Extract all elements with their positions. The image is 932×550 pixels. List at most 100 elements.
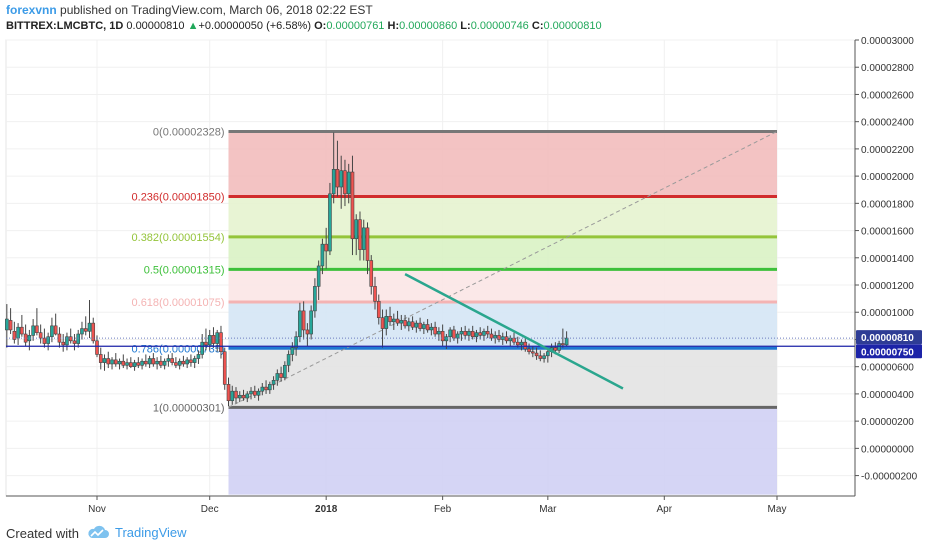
candle-body xyxy=(316,265,321,287)
fib-diagonal-line xyxy=(228,131,778,408)
candle xyxy=(339,155,343,209)
candle xyxy=(346,163,351,204)
candle xyxy=(181,355,186,367)
candle xyxy=(211,327,216,348)
candle-body xyxy=(42,337,47,344)
candle xyxy=(384,309,389,336)
candle-body xyxy=(98,354,103,363)
price-tick-label: 0.00001800 xyxy=(861,199,914,210)
candle-body xyxy=(132,362,137,367)
candle xyxy=(376,294,381,325)
candle-body xyxy=(38,332,43,339)
candle-body xyxy=(106,358,111,365)
candle-body xyxy=(361,227,366,250)
candle xyxy=(98,347,103,370)
candle-body xyxy=(523,341,528,350)
candle xyxy=(264,380,268,394)
candle-body xyxy=(448,329,452,338)
candle xyxy=(305,323,310,347)
candle-body xyxy=(117,360,122,365)
price-tick-label: 0.00003000 xyxy=(861,36,914,47)
candle-body xyxy=(76,333,81,344)
price-tick-label: 0.00001600 xyxy=(861,227,914,238)
candle xyxy=(249,387,253,400)
candle-body xyxy=(252,390,257,396)
footer: Created with TradingView xyxy=(0,518,932,550)
price-tick-label: 0.00002600 xyxy=(861,90,914,101)
candle xyxy=(87,299,92,339)
candle xyxy=(350,155,355,256)
high-label: H: xyxy=(387,20,400,32)
fib-label-0.618: 0.618(0.00001075) xyxy=(132,297,225,309)
candle xyxy=(485,325,490,339)
candle-body xyxy=(391,318,396,323)
candle xyxy=(459,327,464,341)
candle xyxy=(125,358,129,370)
tradingview-brand[interactable]: TradingView xyxy=(86,524,187,540)
candle-body xyxy=(410,321,415,328)
candle xyxy=(309,305,313,340)
fib-label-1: 1(0.00000301) xyxy=(153,402,225,414)
fib-label-0.236: 0.236(0.00001850) xyxy=(132,192,225,204)
candle xyxy=(380,309,385,348)
candle-body xyxy=(226,384,231,402)
candle xyxy=(425,319,430,333)
candle-body xyxy=(354,219,359,240)
candle xyxy=(414,320,419,333)
candle xyxy=(189,354,193,367)
price-tick-label: 0.00002800 xyxy=(861,63,914,74)
candle xyxy=(523,338,528,352)
candle xyxy=(331,132,336,204)
candle-body xyxy=(249,390,253,395)
candle-body xyxy=(230,390,235,402)
candle xyxy=(31,319,35,341)
tradingview-logo-text: TradingView xyxy=(115,524,187,540)
candle xyxy=(538,350,543,362)
candle xyxy=(5,304,9,348)
candle-body xyxy=(121,360,126,366)
candle xyxy=(252,385,257,398)
candle-body xyxy=(68,336,73,342)
candle xyxy=(418,317,422,332)
candle xyxy=(564,331,569,347)
candle-body xyxy=(245,393,250,399)
candle xyxy=(534,347,539,360)
candle-body xyxy=(531,351,535,354)
candle-body xyxy=(35,325,39,333)
candle xyxy=(286,350,291,373)
price-chart[interactable]: 0(0.00002328) 0.236(0.00001850) 0.382(0.00… xyxy=(0,36,932,518)
candle-body xyxy=(113,359,118,365)
candle-body xyxy=(384,316,389,329)
candle-body xyxy=(283,365,287,378)
cloud-icon xyxy=(88,525,109,538)
candle-body xyxy=(95,340,99,355)
candle-body xyxy=(365,227,370,261)
candle-body xyxy=(557,343,561,351)
candle-body xyxy=(185,359,189,365)
price-tick-label: 0.00002200 xyxy=(861,145,914,156)
candle-body xyxy=(399,320,404,324)
candle xyxy=(159,355,163,369)
candle xyxy=(144,354,148,367)
symbol-label[interactable]: BITTREX:LMCBTC, 1D xyxy=(6,20,124,32)
candle xyxy=(230,385,235,405)
time-tick-label: 2018 xyxy=(315,504,338,515)
candle xyxy=(467,328,471,341)
candle xyxy=(177,358,182,370)
candle xyxy=(8,308,13,335)
author-link[interactable]: forexvnn xyxy=(6,3,57,17)
candle-body xyxy=(83,328,88,332)
candle-body xyxy=(343,170,347,195)
candle xyxy=(185,357,189,369)
candle xyxy=(391,313,396,330)
low-label: L: xyxy=(460,20,471,32)
candle-body xyxy=(144,360,148,365)
open-label: O: xyxy=(314,20,327,32)
time-tick-label: Nov xyxy=(88,504,106,515)
fib-label-0.382: 0.382(0.00001554) xyxy=(132,232,225,244)
candle xyxy=(324,227,328,269)
candle xyxy=(519,339,524,351)
candle xyxy=(470,325,475,340)
price-tick-label: 0.00001200 xyxy=(861,281,914,292)
candle-body xyxy=(241,394,246,399)
